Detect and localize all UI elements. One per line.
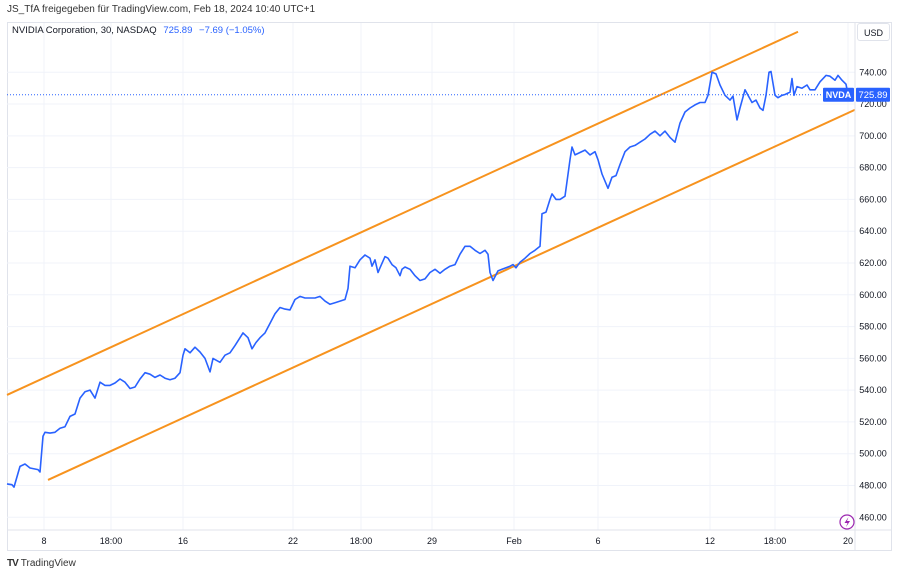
y-tick-label: 500.00 xyxy=(859,449,887,459)
brand-name: TradingView xyxy=(20,558,76,569)
tv-logo-icon: TV xyxy=(7,558,19,569)
x-tick-label: Feb xyxy=(506,536,522,546)
y-tick-label: 600.00 xyxy=(859,290,887,300)
share-caption: JS_TfA freigegeben für TradingView.com, … xyxy=(7,4,316,15)
price-series-line[interactable] xyxy=(6,70,849,488)
y-tick-label: 720.00 xyxy=(859,99,887,109)
last-price: 725.89 xyxy=(163,25,193,36)
y-tick-label: 740.00 xyxy=(859,67,887,77)
symbol-legend: NVIDIA Corporation, 30, NASDAQ 725.89 −7… xyxy=(12,25,265,36)
x-tick-label: 18:00 xyxy=(764,536,787,546)
x-tick-label: 29 xyxy=(427,536,437,546)
channel-lower-line[interactable] xyxy=(47,108,856,481)
y-tick-label: 660.00 xyxy=(859,194,887,204)
chart-frame xyxy=(7,22,892,551)
ticker-tag xyxy=(823,87,854,102)
x-tick-label: 18:00 xyxy=(100,536,123,546)
y-tick-label: 640.00 xyxy=(859,226,887,236)
y-tick-label: 460.00 xyxy=(859,512,887,522)
y-tick-label: 540.00 xyxy=(859,385,887,395)
y-tick-label: 580.00 xyxy=(859,322,887,332)
x-tick-label: 18:00 xyxy=(350,536,373,546)
price-tag-label: 725.89 xyxy=(858,90,887,101)
ticker-tag-label: NVDA xyxy=(826,90,852,100)
y-tick-label: 560.00 xyxy=(859,353,887,363)
x-tick-label: 16 xyxy=(178,536,188,546)
y-tick-label: 520.00 xyxy=(859,417,887,427)
y-tick-label: 680.00 xyxy=(859,163,887,173)
x-tick-label: 12 xyxy=(705,536,715,546)
y-tick-label: 700.00 xyxy=(859,131,887,141)
price-tag xyxy=(856,87,890,102)
lightning-bolt-icon xyxy=(844,517,850,527)
symbol-name: NVIDIA Corporation, 30, NASDAQ xyxy=(12,25,157,36)
x-tick-label: 6 xyxy=(595,536,600,546)
x-tick-label: 20 xyxy=(843,536,853,546)
channel-upper-line[interactable] xyxy=(6,30,799,396)
tradingview-logo[interactable]: TV TradingView xyxy=(7,558,76,569)
y-tick-label: 480.00 xyxy=(859,480,887,490)
currency-button[interactable]: USD xyxy=(857,23,890,41)
price-change: −7.69 (−1.05%) xyxy=(199,25,265,36)
y-tick-label: 620.00 xyxy=(859,258,887,268)
x-tick-label: 8 xyxy=(41,536,46,546)
x-tick-label: 22 xyxy=(288,536,298,546)
